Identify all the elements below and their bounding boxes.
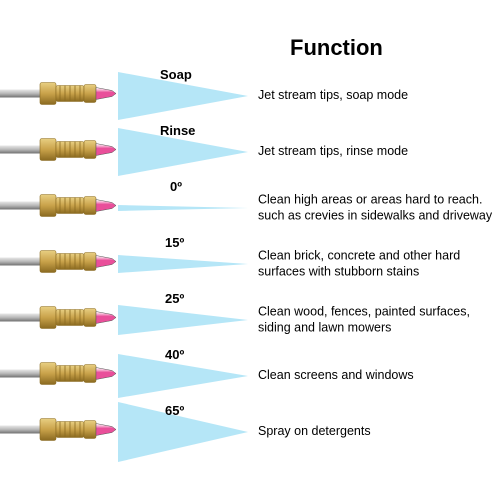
spray-cone [118,255,248,273]
nozzle-description: Clean wood, fences, painted surfaces, si… [258,304,493,335]
nozzle-row: 65º Spray on detergents [0,404,500,460]
nozzle-description: Clean brick, concrete and other hard sur… [258,248,493,279]
nozzle-label: 0º [170,179,182,194]
nozzle-icon [0,245,122,284]
nozzle-description: Spray on detergents [258,424,493,440]
nozzle-rows: Soap Jet stream tips, soap mode Rinse Jet … [0,68,500,460]
nozzle-icon [0,357,122,396]
nozzle-description: Clean high areas or areas hard to reach.… [258,192,493,223]
spray-cone [118,305,248,335]
nozzle-label: 25º [165,291,184,306]
nozzle-label: Soap [160,67,192,82]
nozzle-icon [0,301,122,340]
nozzle-label: 65º [165,403,184,418]
page-title: Function [290,35,383,61]
nozzle-label: Rinse [160,123,195,138]
nozzle-row: 40º Clean screens and windows [0,348,500,404]
nozzle-row: 25º Clean wood, fences, painted surfaces,… [0,292,500,348]
nozzle-description: Jet stream tips, rinse mode [258,144,493,160]
nozzle-description: Clean screens and windows [258,368,493,384]
nozzle-label: 40º [165,347,184,362]
nozzle-row: 15º Clean brick, concrete and other hard … [0,236,500,292]
nozzle-row: Rinse Jet stream tips, rinse mode [0,124,500,180]
nozzle-icon [0,77,122,116]
nozzle-row: Soap Jet stream tips, soap mode [0,68,500,124]
nozzle-row: 0º Clean high areas or areas hard to reac… [0,180,500,236]
nozzle-icon [0,189,122,228]
nozzle-icon [0,413,122,452]
nozzle-icon [0,133,122,172]
nozzle-description: Jet stream tips, soap mode [258,88,493,104]
nozzle-label: 15º [165,235,184,250]
spray-cone [118,205,248,211]
